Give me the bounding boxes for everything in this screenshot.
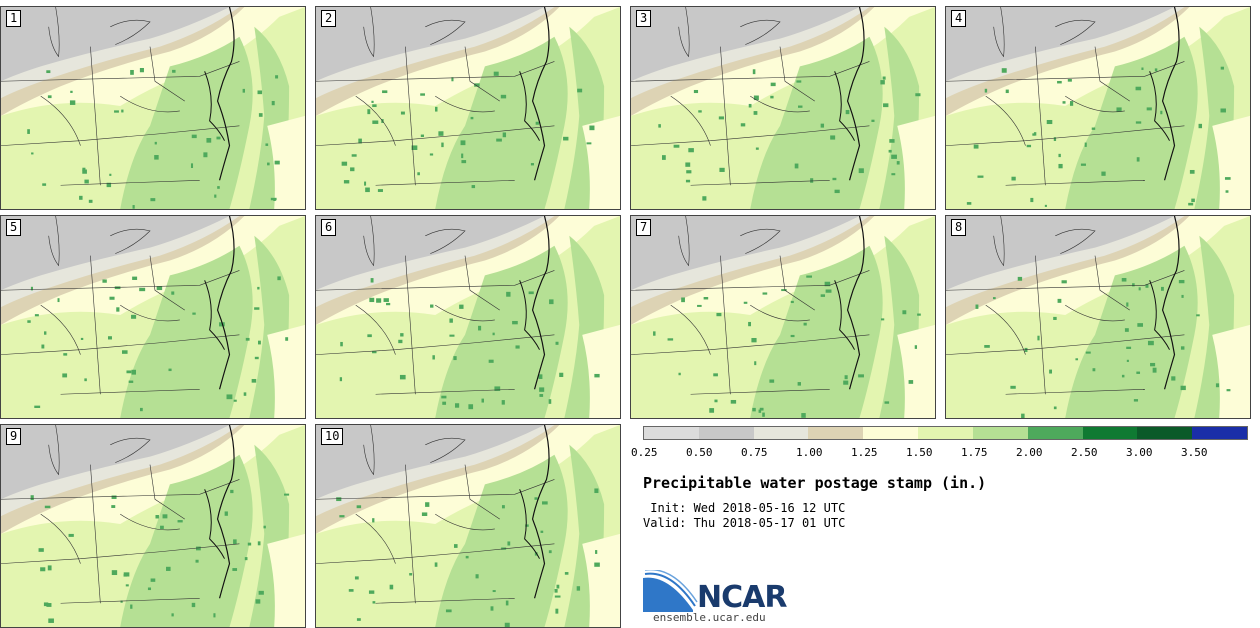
- colorbar-tick-label: 2.50: [1071, 446, 1098, 459]
- colorbar-bin: [1027, 427, 1083, 439]
- map-panel-8: 8: [945, 215, 1251, 419]
- colorbar-tick-label: 1.75: [961, 446, 988, 459]
- map-panel-6: 6: [315, 215, 621, 419]
- map-panel-1: 1: [0, 6, 306, 210]
- colorbar-bin: [1137, 427, 1193, 439]
- valid-time: Valid: Thu 2018-05-17 01 UTC: [643, 516, 846, 530]
- colorbar-tick-label: 1.50: [906, 446, 933, 459]
- colorbar-tick-label: 3.50: [1181, 446, 1208, 459]
- colorbar-tick-label: 0.50: [686, 446, 713, 459]
- colorbar-bin: [698, 427, 754, 439]
- map-panel-7: 7: [630, 215, 936, 419]
- colorbar-bin: [753, 427, 809, 439]
- colorbar-ticks: 0.25 0.50 0.75 1.00 1.25 1.50 1.75 2.00 2.50 3.00…: [631, 446, 1260, 460]
- panel-number: 9: [6, 428, 22, 445]
- colorbar-bin: [863, 427, 919, 439]
- panel-number: 4: [951, 10, 967, 27]
- colorbar-bin: [808, 427, 864, 439]
- panel-number: 1: [6, 10, 22, 27]
- panel-number: 5: [6, 219, 22, 236]
- colorbar: [643, 426, 1248, 440]
- panel-number: 3: [636, 10, 652, 27]
- figure-title: Precipitable water postage stamp (in.): [643, 474, 987, 492]
- map-panel-9: 9: [0, 424, 306, 628]
- panel-number: 2: [321, 10, 337, 27]
- ncar-logo-icon: [643, 570, 698, 612]
- colorbar-bin: [1192, 427, 1247, 439]
- colorbar-bin: [972, 427, 1028, 439]
- map-panel-2: 2: [315, 6, 621, 210]
- panel-number: 7: [636, 219, 652, 236]
- panel-number: 6: [321, 219, 337, 236]
- colorbar-bin: [918, 427, 973, 439]
- time-info: Init: Wed 2018-05-16 12 UTC Valid: Thu 2…: [643, 501, 845, 531]
- colorbar-tick-label: 0.75: [741, 446, 768, 459]
- map-panel-5: 5: [0, 215, 306, 419]
- panel-number: 10: [321, 428, 344, 445]
- map-panel-10: 10: [315, 424, 621, 628]
- panel-number: 8: [951, 219, 967, 236]
- colorbar-tick-label: 0.25: [631, 446, 658, 459]
- colorbar-bin: [644, 427, 699, 439]
- map-panel-4: 4: [945, 6, 1251, 210]
- colorbar-tick-label: 2.00: [1016, 446, 1043, 459]
- colorbar-tick-label: 1.00: [796, 446, 823, 459]
- logo-url: ensemble.ucar.edu: [653, 611, 766, 624]
- colorbar-tick-label: 3.00: [1126, 446, 1153, 459]
- init-time: Init: Wed 2018-05-16 12 UTC: [643, 501, 846, 515]
- colorbar-bin: [1082, 427, 1138, 439]
- map-panel-3: 3: [630, 6, 936, 210]
- colorbar-tick-label: 1.25: [851, 446, 878, 459]
- logo-name: NCAR: [697, 580, 787, 615]
